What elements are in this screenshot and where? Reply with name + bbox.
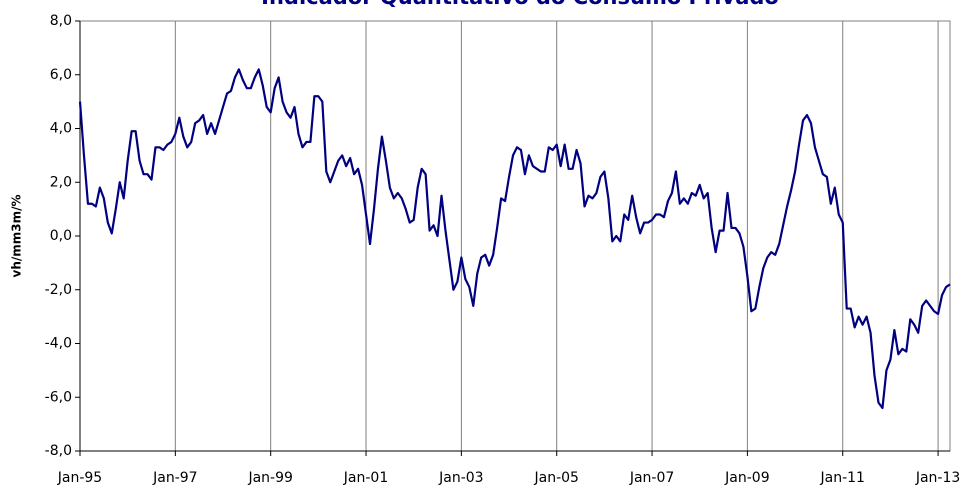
chart-title: Indicador Quantitativo do Consumo Privad… xyxy=(261,0,779,9)
y-tick-label: 2,0 xyxy=(50,174,72,190)
x-tick-label: Jan-95 xyxy=(57,470,102,486)
y-tick-label: 4,0 xyxy=(50,121,72,137)
x-tick-label: Jan-13 xyxy=(915,470,960,486)
y-tick-label: 8,0 xyxy=(50,13,72,29)
x-tick-label: Jan-09 xyxy=(724,470,769,486)
plot-frame xyxy=(79,20,951,452)
y-tick-label: -2,0 xyxy=(45,282,72,298)
y-tick-label: 6,0 xyxy=(50,67,72,83)
y-tick-label: -8,0 xyxy=(45,443,72,459)
x-tick-label: Jan-11 xyxy=(820,470,865,486)
x-tick-label: Jan-99 xyxy=(247,470,292,486)
y-tick-label: -6,0 xyxy=(45,389,72,405)
x-tick-label: Jan-03 xyxy=(438,470,483,486)
y-tick-label: -4,0 xyxy=(45,336,72,352)
x-tick-label: Jan-01 xyxy=(343,470,388,486)
x-tick-label: Jan-07 xyxy=(629,470,674,486)
y-axis-label: vh/mm3m/% xyxy=(10,194,24,277)
data-line xyxy=(78,68,951,410)
x-tick-label: Jan-97 xyxy=(152,470,197,486)
y-tick-label: 0,0 xyxy=(50,228,72,244)
x-tick-label: Jan-05 xyxy=(533,470,578,486)
